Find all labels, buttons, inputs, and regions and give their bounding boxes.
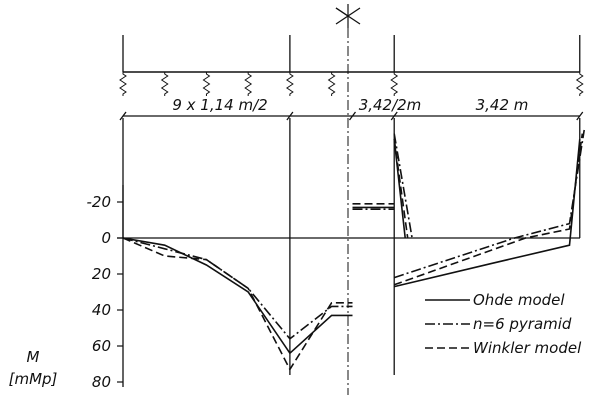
legend-label: n=6 pyramid xyxy=(473,315,572,333)
spring-icon xyxy=(119,72,127,96)
support-lines xyxy=(119,35,584,375)
series-line xyxy=(393,129,585,279)
spring-icon xyxy=(575,72,584,96)
y-axis-ticks: -20 0 20 40 60 80 xyxy=(87,193,123,391)
y-tick-label: 20 xyxy=(92,265,111,283)
span-label-right: 3,42 m xyxy=(476,96,529,114)
dimension-tick xyxy=(390,111,398,121)
series-line xyxy=(122,237,353,340)
series-line xyxy=(122,237,353,355)
series-line xyxy=(122,237,353,372)
spring-icon xyxy=(160,72,169,96)
series-winkler-model xyxy=(122,133,584,372)
legend-label: Ohde model xyxy=(473,291,565,309)
dimension-tick xyxy=(576,111,584,121)
span-label-middle: 3,42/2m xyxy=(359,96,422,114)
y-tick-label: 60 xyxy=(92,337,111,355)
y-tick-label: 0 xyxy=(101,229,111,247)
y-tick-label: 80 xyxy=(92,373,111,391)
beam-schematic: 9 x 1,14 m/2 3,42/2m 3,42 m xyxy=(119,35,584,375)
spring-icon xyxy=(202,72,211,96)
span-label-left: 9 x 1,14 m/2 xyxy=(172,96,267,114)
series-group xyxy=(122,129,585,372)
series-line xyxy=(393,138,409,239)
spring-icon xyxy=(390,72,399,96)
spring-icon xyxy=(285,72,294,96)
series-line xyxy=(394,138,581,288)
legend: Ohde model n=6 pyramid Winkler model xyxy=(425,291,582,357)
symmetry-axis-icon xyxy=(335,4,361,28)
dimension-tick xyxy=(119,111,127,121)
spring-icon xyxy=(244,72,253,96)
series-line xyxy=(393,133,584,286)
y-tick-label: -20 xyxy=(87,193,112,211)
legend-label: Winkler model xyxy=(473,339,582,357)
series-n-6-pyramid xyxy=(122,129,585,340)
dimension-tick xyxy=(348,111,357,121)
y-axis-label: M xyxy=(27,348,40,366)
y-axis-unit: [mMp] xyxy=(9,370,58,388)
y-tick-label: 40 xyxy=(92,301,111,319)
spring-icon xyxy=(327,72,336,96)
dimension-tick xyxy=(286,111,294,121)
spring-supports xyxy=(119,72,584,96)
